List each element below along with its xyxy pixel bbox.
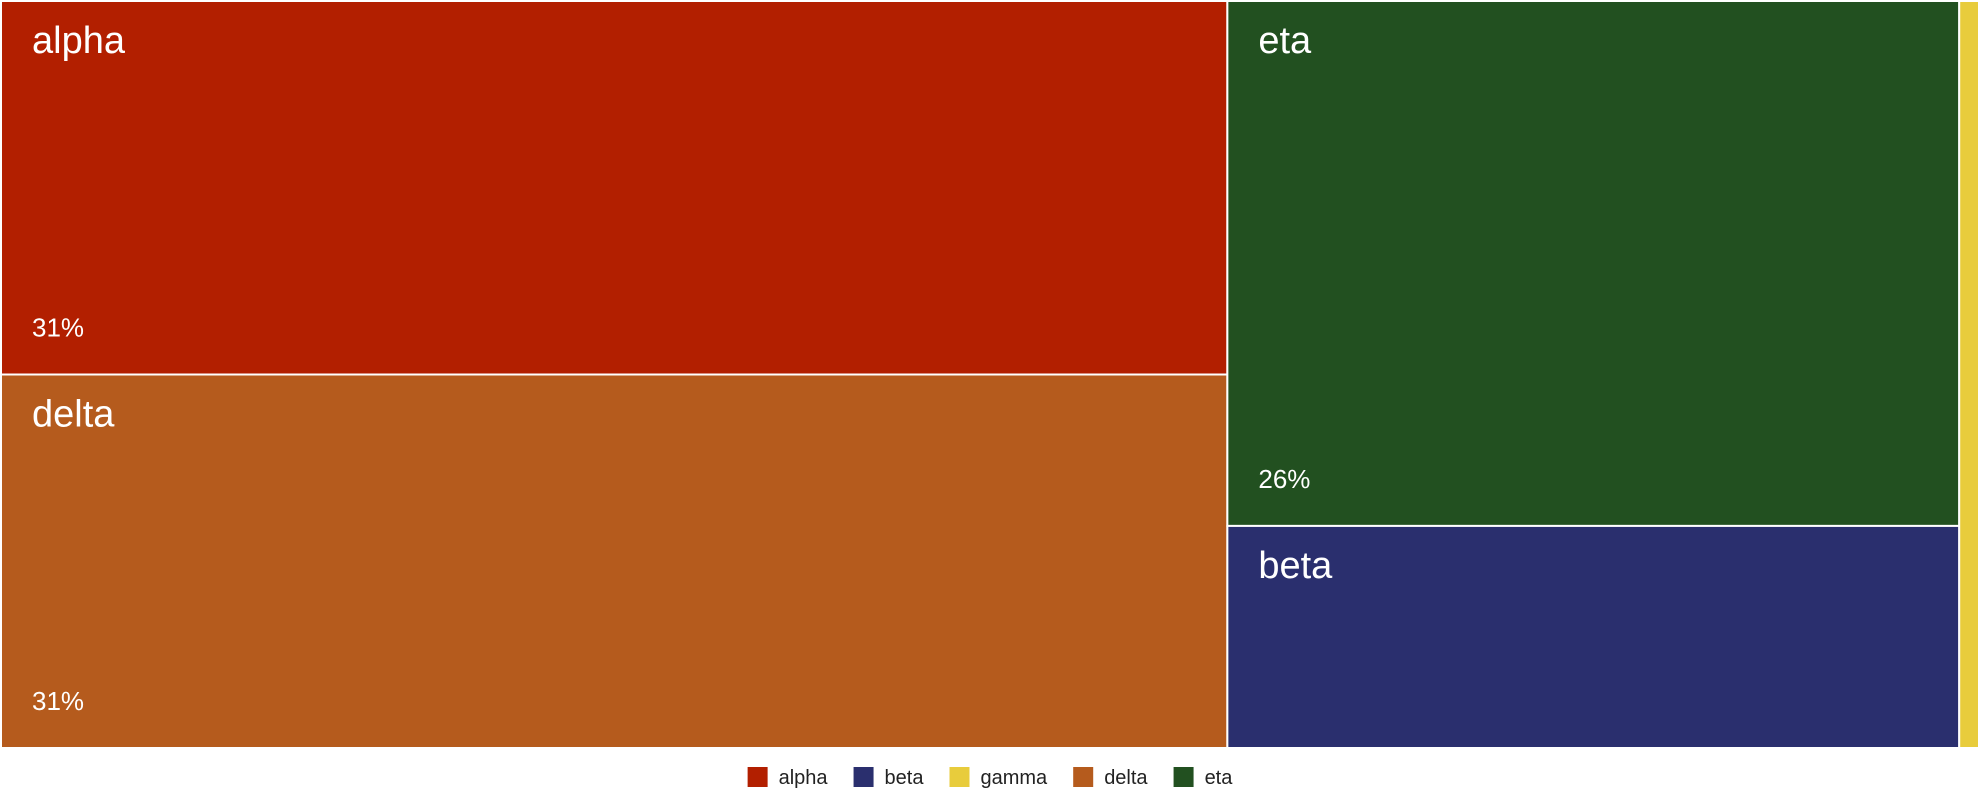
tile-delta: delta 31%	[0, 373, 1229, 749]
tile-rect-gamma	[1958, 0, 1980, 749]
tile-label-eta: eta	[1258, 20, 1312, 62]
legend-item-gamma: gamma	[949, 767, 1048, 789]
treemap-tiles: alpha 31% delta 31% eta 26% beta	[0, 0, 1980, 750]
tile-label-beta: beta	[1258, 545, 1333, 587]
legend-swatch-delta	[1073, 767, 1094, 787]
tile-gamma	[1958, 0, 1980, 749]
legend-label-alpha: alpha	[779, 767, 829, 789]
legend-label-gamma: gamma	[980, 767, 1048, 789]
legend-item-eta: eta	[1173, 767, 1234, 789]
tile-alpha: alpha 31%	[0, 0, 1229, 376]
tile-label-delta: delta	[32, 394, 115, 436]
legend-item-delta: delta	[1073, 767, 1148, 789]
legend-label-beta: beta	[885, 767, 925, 789]
tile-beta: beta	[1226, 524, 1961, 750]
chart-legend: alpha beta gamma delta eta	[747, 767, 1234, 789]
legend-swatch-gamma	[949, 767, 970, 787]
tile-eta: eta 26%	[1226, 0, 1961, 527]
tile-rect-beta	[1226, 524, 1961, 750]
tile-value-eta: 26%	[1258, 464, 1310, 494]
tile-rect-alpha	[0, 0, 1229, 376]
legend-item-beta: beta	[853, 767, 925, 789]
tile-label-alpha: alpha	[32, 20, 126, 62]
legend-item-alpha: alpha	[747, 767, 829, 789]
legend-label-eta: eta	[1205, 767, 1234, 789]
legend-swatch-beta	[853, 767, 874, 787]
legend-label-delta: delta	[1104, 767, 1148, 789]
tile-rect-delta	[0, 373, 1229, 749]
tile-rect-eta	[1226, 0, 1961, 527]
tile-value-alpha: 31%	[32, 313, 84, 343]
legend-swatch-eta	[1173, 767, 1194, 787]
legend-swatch-alpha	[747, 767, 768, 787]
tile-value-delta: 31%	[32, 686, 84, 716]
